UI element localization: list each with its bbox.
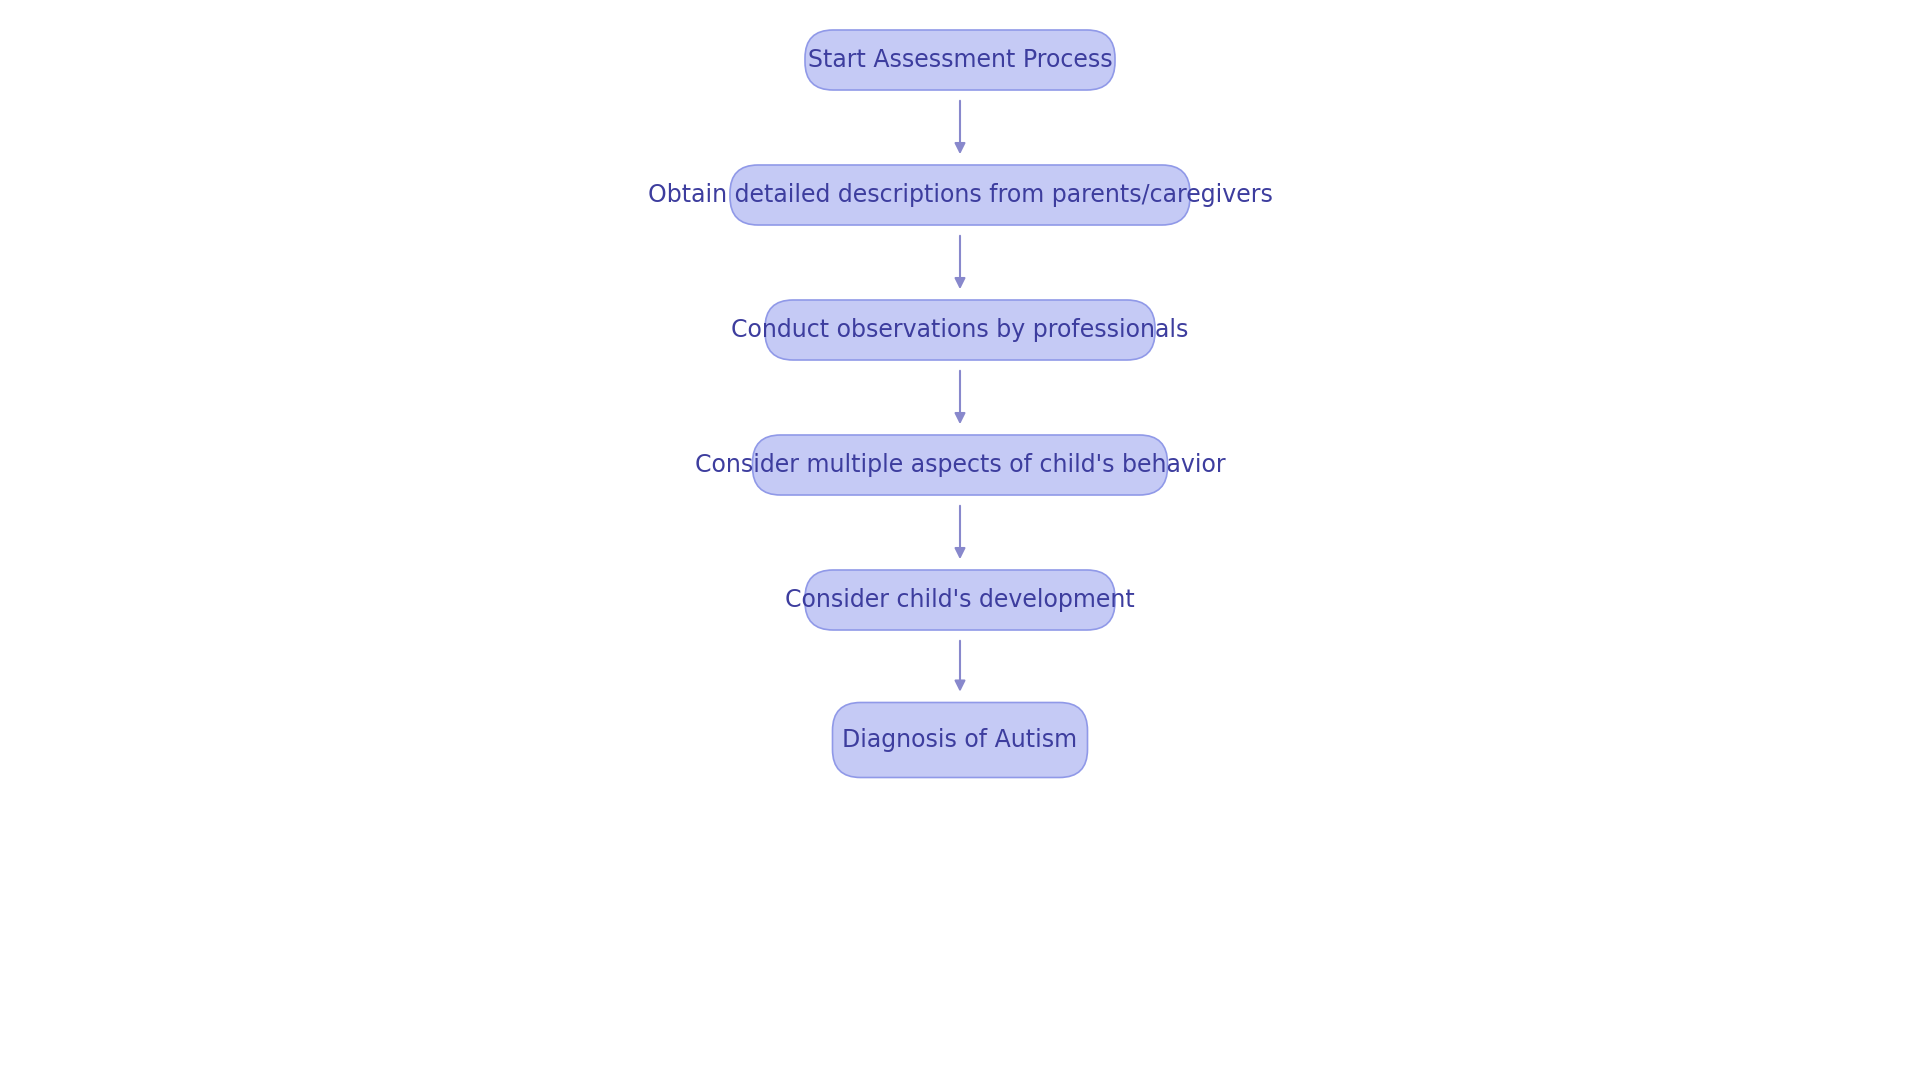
Text: Diagnosis of Autism: Diagnosis of Autism (843, 728, 1077, 752)
Text: Obtain detailed descriptions from parents/caregivers: Obtain detailed descriptions from parent… (647, 183, 1273, 207)
FancyBboxPatch shape (833, 702, 1087, 778)
FancyBboxPatch shape (730, 165, 1190, 225)
FancyBboxPatch shape (764, 300, 1156, 360)
Text: Start Assessment Process: Start Assessment Process (808, 48, 1112, 72)
Text: Consider multiple aspects of child's behavior: Consider multiple aspects of child's beh… (695, 453, 1225, 477)
FancyBboxPatch shape (804, 30, 1116, 90)
FancyBboxPatch shape (753, 435, 1167, 495)
FancyBboxPatch shape (804, 570, 1116, 630)
Text: Consider child's development: Consider child's development (785, 588, 1135, 612)
Text: Conduct observations by professionals: Conduct observations by professionals (732, 318, 1188, 342)
